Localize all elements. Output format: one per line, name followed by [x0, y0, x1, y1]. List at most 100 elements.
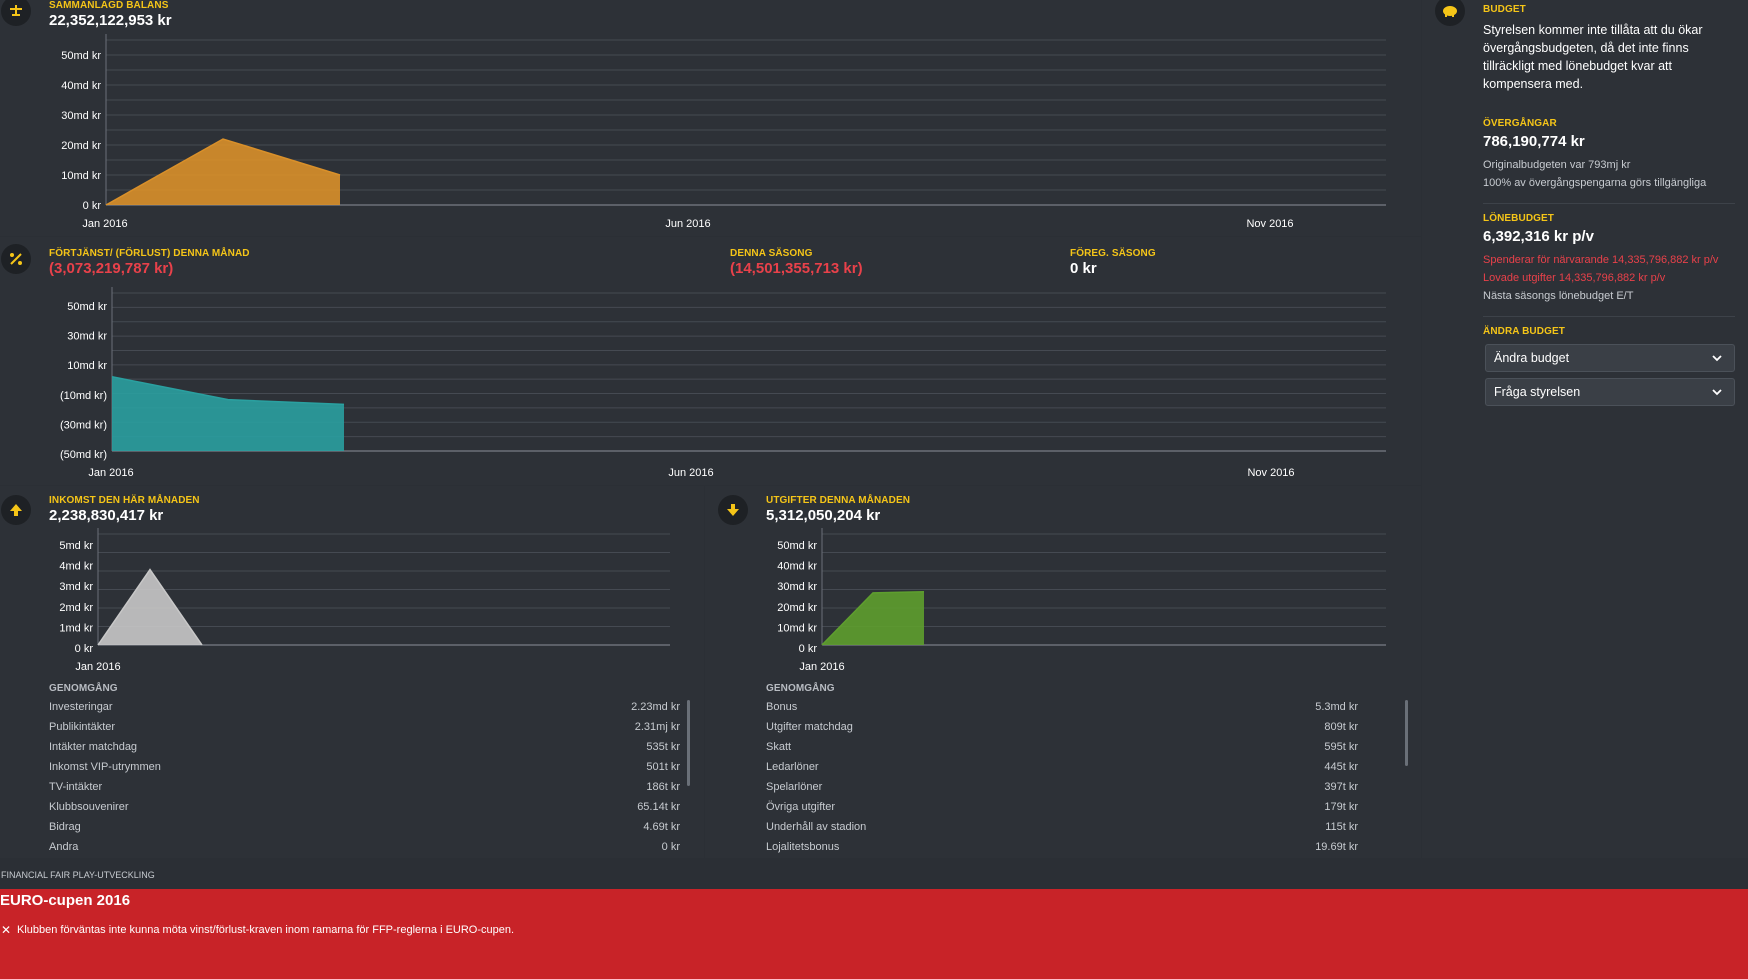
- breakdown-item-value: 809t kr: [1324, 721, 1358, 733]
- breakdown-item-label: Bidrag: [49, 821, 81, 833]
- breakdown-item-label: Andra: [49, 841, 79, 853]
- balance-value: 22,352,122,953 kr: [49, 12, 172, 29]
- change-budget-select-value: Ändra budget: [1494, 351, 1570, 365]
- x-tick-label: Jan 2016: [82, 218, 127, 230]
- transfers-label: ÖVERGÅNGAR: [1483, 118, 1557, 129]
- y-tick-label: 5md kr: [59, 540, 93, 552]
- budget-text: Styrelsen kommer inte tillåta att du öka…: [1483, 23, 1703, 91]
- ffp-message: Klubben förväntas inte kunna möta vinst/…: [17, 924, 515, 936]
- profit-chart: (50md kr) (30md kr) (10md kr) 10md kr 30md k…: [60, 287, 1386, 479]
- x-tick-label: Jun 2016: [665, 218, 710, 230]
- series-area: [106, 139, 340, 205]
- y-tick-label: 10md kr: [777, 622, 817, 634]
- arrow-up-icon: [1, 495, 31, 525]
- breakdown-item-label: Utgifter matchdag: [766, 721, 853, 733]
- transfers-note-original: Originalbudgeten var 793mj kr: [1483, 159, 1631, 171]
- breakdown-item-value: 5.3md kr: [1315, 701, 1358, 713]
- income-panel: INKOMST DEN HÄR MÅNADEN 2,238,830,417 kr…: [0, 486, 704, 858]
- ffp-title: EURO-cupen 2016: [0, 892, 131, 909]
- percent-icon: [1, 244, 31, 274]
- piggy-bank-icon: [1435, 0, 1465, 26]
- wage-value: 6,392,316 kr p/v: [1483, 228, 1594, 245]
- breakdown-item-value: 179t kr: [1324, 801, 1358, 813]
- y-tick-label: 50md kr: [67, 301, 107, 313]
- breakdown-item-label: Ledarlöner: [766, 761, 819, 773]
- breakdown-item-label: Övriga utgifter: [766, 801, 836, 813]
- y-tick-label: 0 kr: [83, 200, 102, 212]
- wage-note-promised: Lovade utgifter 14,335,796,882 kr p/v: [1483, 272, 1666, 284]
- breakdown-item-value: 501t kr: [646, 761, 680, 773]
- x-tick-label: Nov 2016: [1246, 218, 1293, 230]
- y-tick-label: 40md kr: [61, 80, 101, 92]
- transfers-value: 786,190,774 kr: [1483, 133, 1585, 150]
- y-tick-label: 2md kr: [59, 602, 93, 614]
- sidebar-divider: [1483, 316, 1735, 317]
- breakdown-item-value: 397t kr: [1324, 781, 1358, 793]
- x-tick-label: Jan 2016: [88, 467, 133, 479]
- breakdown-item-label: Lojalitetsbonus: [766, 841, 840, 853]
- change-budget-select[interactable]: Ändra budget: [1485, 344, 1735, 372]
- y-tick-label: 0 kr: [799, 643, 818, 655]
- y-tick-label: 20md kr: [777, 602, 817, 614]
- chevron-down-icon: [1712, 355, 1722, 362]
- y-tick-label: (10md kr): [60, 390, 107, 402]
- balance-chart: 0 kr 10md kr 20md kr 30md kr 40md kr 50md kr J…: [61, 34, 1386, 230]
- income-scrollbar[interactable]: [687, 700, 690, 786]
- income-chart: 0 kr 1md kr 2md kr 3md kr 4md kr 5md kr Jan 20…: [59, 528, 670, 673]
- breakdown-item-value: 4.69t kr: [643, 821, 680, 833]
- profit-value: (3,073,219,787 kr): [49, 260, 174, 277]
- breakdown-item-value: 0 kr: [661, 841, 680, 853]
- breakdown-item-label: Inkomst VIP-utrymmen: [49, 761, 161, 773]
- y-tick-label: 4md kr: [59, 561, 93, 573]
- breakdown-item-label: Publikintäkter: [49, 721, 116, 733]
- breakdown-item-label: Underhåll av stadion: [766, 821, 867, 833]
- prev-season-label: FÖREG. SÄSONG: [1070, 248, 1156, 259]
- profit-panel: FÖRTJÄNST/ (FÖRLUST) DENNA MÅNAD (3,073,…: [0, 237, 1421, 485]
- expenses-chart: 0 kr 10md kr 20md kr 30md kr 40md kr 50md kr J…: [777, 528, 1386, 673]
- y-tick-label: (50md kr): [60, 449, 107, 461]
- breakdown-item-label: Skatt: [766, 741, 792, 753]
- breakdown-item-label: TV-intäkter: [49, 781, 103, 793]
- wage-note-spending: Spenderar för närvarande 14,335,796,882 …: [1483, 254, 1719, 266]
- breakdown-item-value: 65.14t kr: [637, 801, 680, 813]
- y-tick-label: 3md kr: [59, 581, 93, 593]
- y-tick-label: 10md kr: [67, 360, 107, 372]
- change-budget-label: ÄNDRA BUDGET: [1483, 326, 1565, 337]
- wage-label: LÖNEBUDGET: [1483, 213, 1554, 224]
- breakdown-item-value: 115t kr: [1325, 821, 1358, 833]
- y-tick-label: 20md kr: [61, 140, 101, 152]
- expenses-scrollbar[interactable]: [1405, 700, 1408, 766]
- transfers-note-percent: 100% av övergångspengarna görs tillgängl…: [1483, 177, 1707, 189]
- x-tick-label: Nov 2016: [1247, 467, 1294, 479]
- wage-note-next-season: Nästa säsongs lönebudget E/T: [1483, 290, 1634, 302]
- y-tick-label: 10md kr: [61, 170, 101, 182]
- breakdown-item-label: Spelarlöner: [766, 781, 823, 793]
- expenses-breakdown-title: GENOMGÅNG: [766, 683, 835, 694]
- y-tick-label: 30md kr: [777, 581, 817, 593]
- x-tick-label: Jan 2016: [75, 661, 120, 673]
- ask-board-select-value: Fråga styrelsen: [1494, 385, 1581, 399]
- breakdown-item-label: Klubbsouvenirer: [49, 801, 129, 813]
- arrow-down-icon: [718, 495, 748, 525]
- income-breakdown-title: GENOMGÅNG: [49, 683, 118, 694]
- sidebar-divider: [1483, 203, 1735, 204]
- expenses-label: UTGIFTER DENNA MÅNADEN: [766, 495, 911, 506]
- series-area: [822, 591, 924, 645]
- prev-season-value: 0 kr: [1070, 260, 1097, 277]
- budget-sidebar: [1422, 0, 1748, 858]
- ffp-section-label: FINANCIAL FAIR PLAY-UTVECKLING: [1, 870, 155, 880]
- y-tick-label: (30md kr): [60, 419, 107, 431]
- breakdown-item-label: Bonus: [766, 701, 798, 713]
- chevron-down-icon: [1712, 389, 1722, 396]
- ffp-fail-icon: ✕: [1, 923, 12, 937]
- income-label: INKOMST DEN HÄR MÅNADEN: [49, 495, 200, 506]
- ffp-banner: EURO-cupen 2016 ✕ Klubben förväntas inte…: [0, 889, 1748, 979]
- y-tick-label: 1md kr: [59, 622, 93, 634]
- profit-label: FÖRTJÄNST/ (FÖRLUST) DENNA MÅNAD: [49, 248, 250, 259]
- breakdown-item-value: 535t kr: [646, 741, 680, 753]
- breakdown-item-value: 186t kr: [646, 781, 680, 793]
- expenses-panel: UTGIFTER DENNA MÅNADEN 5,312,050,204 kr …: [705, 486, 1421, 858]
- balance-label: SAMMANLAGD BALANS: [49, 0, 169, 11]
- budget-label: BUDGET: [1483, 4, 1526, 15]
- ask-board-select[interactable]: Fråga styrelsen: [1485, 378, 1735, 406]
